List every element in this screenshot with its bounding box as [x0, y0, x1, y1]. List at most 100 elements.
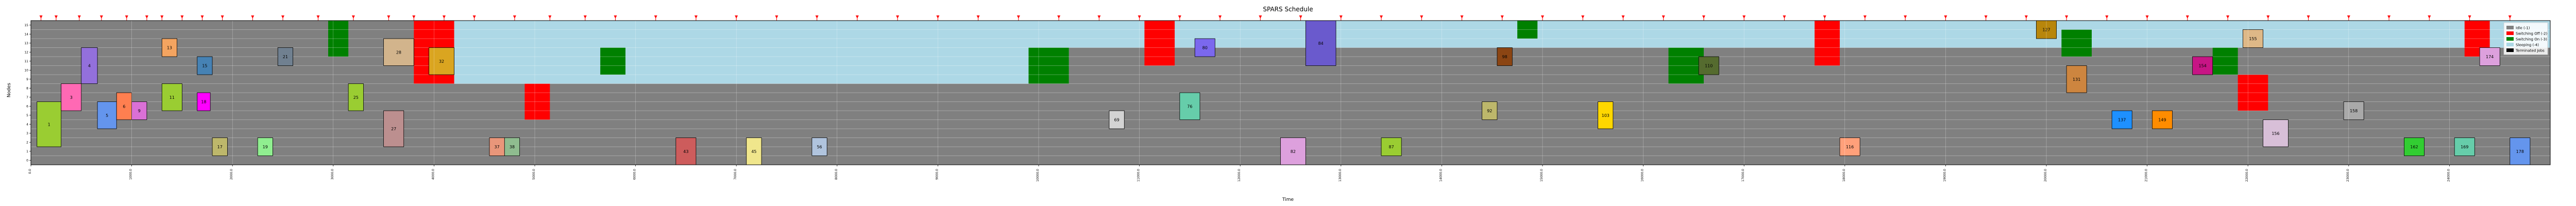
switching-off-block — [1815, 21, 1840, 66]
x-tick-label: 24000.0 — [2447, 169, 2450, 182]
arrival-marker — [2266, 15, 2270, 19]
job-label: 162 — [2410, 145, 2418, 149]
job-label: 137 — [2118, 118, 2126, 123]
arrival-marker — [1863, 15, 1867, 19]
job-block — [2403, 138, 2425, 156]
arrival-marker — [99, 15, 103, 19]
arrival-marker — [896, 15, 900, 19]
job-label: 43 — [683, 149, 688, 154]
arrival-marker — [200, 15, 204, 19]
arrival-marker — [125, 15, 128, 19]
arrival-marker — [1944, 15, 1947, 19]
arrival-marker — [1259, 15, 1262, 19]
x-tick-label: 13000.0 — [1338, 169, 1342, 182]
y-tick-label: 0 — [26, 159, 28, 162]
x-tick-label: 15000.0 — [1540, 169, 1544, 182]
arrival-marker — [1016, 15, 1020, 19]
arrival-marker — [548, 15, 552, 19]
arrival-marker — [2428, 15, 2431, 19]
y-tick-label: 8 — [26, 87, 28, 90]
arrival-marker — [654, 15, 657, 19]
y-tick-label: 14 — [24, 32, 28, 36]
arrival-marker — [281, 15, 284, 19]
arrival-marker — [1742, 15, 1746, 19]
job-label: 158 — [2350, 109, 2358, 113]
job-block — [1194, 38, 1215, 57]
arrival-marker — [77, 15, 81, 19]
job-block — [1839, 138, 1860, 156]
job-block — [197, 56, 213, 75]
arrival-marker — [1823, 15, 1826, 19]
arrival-marker — [1299, 15, 1302, 19]
job-block — [257, 138, 273, 156]
job-label: 131 — [2073, 77, 2080, 82]
legend: Idle (-1) Switching Off (-2) Switching On … — [2503, 22, 2548, 55]
job-block — [1497, 47, 1513, 66]
job-label: 17 — [217, 145, 223, 149]
arrival-marker — [855, 15, 859, 19]
switching-on-block — [2061, 29, 2092, 57]
job-block — [161, 38, 178, 57]
job-label: 11 — [170, 95, 175, 100]
job-block — [1305, 20, 1336, 66]
arrival-marker — [735, 15, 738, 19]
x-tick-label: 0.0 — [28, 169, 32, 174]
arrival-marker — [1783, 15, 1786, 19]
job-block — [2479, 47, 2500, 66]
legend-entry: Terminated Jobs — [2515, 49, 2545, 53]
arrival-marker — [1621, 15, 1625, 19]
job-label: 27 — [391, 127, 396, 131]
legend-entry: Idle (-1) — [2516, 26, 2530, 30]
job-block — [277, 47, 293, 66]
job-block — [1698, 56, 1719, 75]
job-label: 154 — [2199, 64, 2207, 68]
job-block — [383, 38, 414, 66]
legend-swatch — [2506, 37, 2514, 41]
job-label: 92 — [1487, 109, 1492, 113]
x-tick-label: 22000.0 — [2245, 169, 2249, 182]
y-tick-label: 2 — [26, 141, 28, 144]
job-label: 110 — [1705, 64, 1713, 68]
switching-off-block — [1144, 21, 1175, 66]
job-block — [1598, 101, 1614, 129]
x-tick-label: 4000.0 — [431, 169, 435, 180]
job-block — [1280, 138, 1306, 165]
x-tick-label: 23000.0 — [2346, 169, 2350, 182]
arrival-marker — [351, 15, 355, 19]
job-label: 149 — [2158, 118, 2166, 123]
x-tick-label: 9000.0 — [935, 169, 939, 180]
y-tick-label: 11 — [24, 60, 28, 63]
arrival-marker — [2307, 15, 2310, 19]
job-label: 103 — [1602, 113, 1609, 118]
y-tick-label: 6 — [26, 105, 28, 108]
job-block — [2111, 110, 2132, 129]
arrival-marker — [1500, 15, 1504, 19]
arrival-marker — [2145, 15, 2149, 19]
arrival-marker — [694, 15, 698, 19]
job-label: 25 — [353, 95, 359, 100]
x-tick-label: 10000.0 — [1036, 169, 1040, 182]
job-block — [504, 138, 520, 156]
job-block — [2263, 119, 2289, 147]
legend-swatch — [2506, 48, 2514, 52]
arrival-marker — [1460, 15, 1464, 19]
job-label: 178 — [2516, 149, 2524, 154]
arrival-marker — [1581, 15, 1585, 19]
job-block — [675, 138, 697, 165]
job-block — [197, 92, 211, 111]
arrival-marker — [1541, 15, 1544, 19]
job-block — [1179, 92, 1200, 120]
arrival-marker — [442, 15, 446, 19]
x-tick-label: 19000.0 — [1943, 169, 1946, 182]
arrival-marker — [936, 15, 940, 19]
job-label: 155 — [2249, 37, 2257, 41]
job-block — [2066, 65, 2087, 93]
job-block — [61, 83, 82, 111]
job-block — [1482, 101, 1498, 120]
arrival-marker — [1662, 15, 1665, 19]
job-label: 1 — [48, 122, 50, 127]
arrival-marker — [1178, 15, 1181, 19]
x-tick-label: 21000.0 — [2145, 169, 2148, 182]
